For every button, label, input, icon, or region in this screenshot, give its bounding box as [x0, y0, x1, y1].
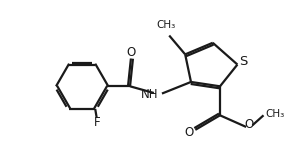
Text: O: O — [184, 126, 194, 139]
Text: O: O — [127, 46, 136, 59]
Text: S: S — [240, 55, 248, 68]
Text: O: O — [244, 118, 254, 131]
Text: NH: NH — [141, 88, 158, 101]
Text: CH₃: CH₃ — [157, 20, 176, 30]
Text: F: F — [94, 116, 100, 129]
Text: CH₃: CH₃ — [265, 109, 285, 119]
